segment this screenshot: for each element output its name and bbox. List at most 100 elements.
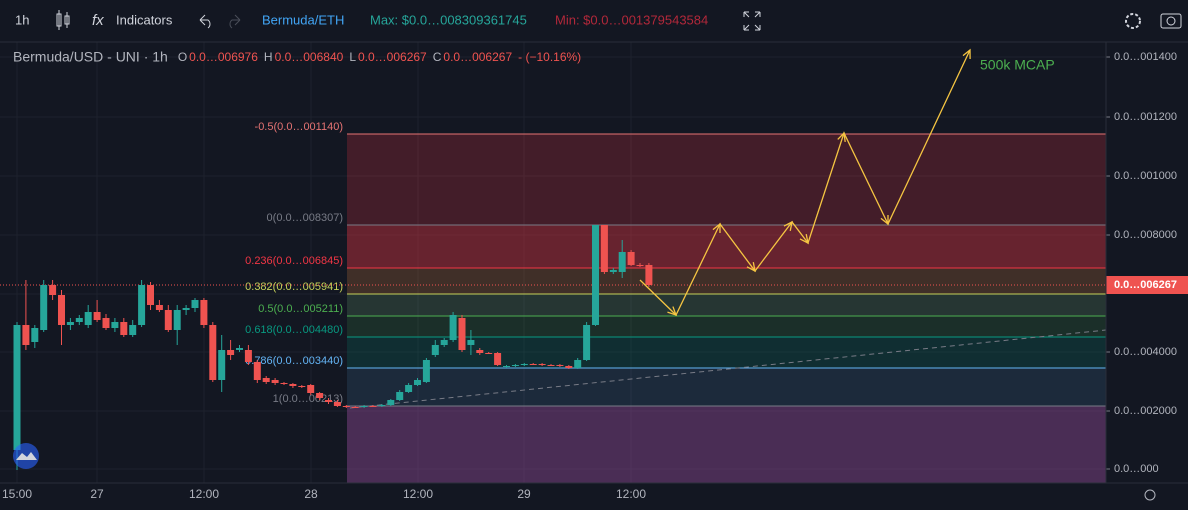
candle-body [111, 322, 119, 328]
candle-body [218, 350, 226, 380]
candle-body [645, 265, 653, 285]
fib-zone [347, 268, 1106, 294]
candle-body [494, 353, 502, 365]
interval[interactable]: 1h [15, 12, 29, 27]
logo[interactable] [13, 443, 39, 469]
legend-item: L [349, 50, 356, 64]
redo[interactable] [229, 14, 241, 29]
candle-body [262, 378, 270, 382]
candle-body [66, 322, 74, 325]
legend: Bermuda/USD - UNI · 1h O 0.0…006976 H 0.0…00… [13, 49, 581, 65]
indicators-button[interactable]: Indicators [116, 12, 173, 27]
legend-item: 0.0…006267 [358, 50, 427, 64]
arrow-head [837, 131, 846, 143]
candle-body [236, 348, 243, 350]
candle-body [520, 364, 528, 365]
arrow-head [799, 234, 809, 245]
arrow-head [667, 306, 678, 317]
candle-body [307, 385, 315, 393]
fib-label: 0.236(0.0…006845) [245, 255, 343, 267]
legend-item: 0.0…006267 [443, 50, 512, 64]
candle-body [325, 400, 332, 402]
max-price: Max: $0.0…008309361745 [370, 12, 527, 27]
candle-body [405, 385, 413, 392]
fib-label: 0.618(0.0…004480) [245, 324, 343, 336]
candle-body [378, 405, 386, 406]
price-label: 0.0…000 [1114, 463, 1159, 475]
snapshot[interactable] [1160, 13, 1182, 29]
candle-body [351, 407, 359, 408]
price-label: 0.0…001000 [1114, 170, 1177, 182]
candle-body [316, 393, 324, 398]
candle-body [227, 350, 235, 355]
legend-item: Bermuda/USD - UNI · 1h [13, 49, 168, 65]
legend-item: H [264, 50, 273, 64]
annotation: 500k MCAP [980, 57, 1055, 73]
current-price-box [1106, 276, 1188, 294]
fib-label: 0(0.0…008307) [267, 212, 343, 224]
time-label: 15:00 [2, 487, 32, 501]
candle-body [547, 365, 555, 366]
fib-zone [347, 225, 1106, 268]
candle-body [565, 366, 573, 368]
price-label: 0.0…002000 [1114, 405, 1177, 417]
candle-body [49, 285, 57, 295]
axis-settings[interactable] [1144, 489, 1156, 501]
candle-body [414, 380, 421, 385]
arrow-head [962, 48, 971, 60]
candle-body [120, 322, 128, 335]
candle-body [31, 328, 39, 342]
candle-body [600, 225, 608, 272]
candle-body [209, 325, 217, 380]
time-label: 12:00 [616, 487, 646, 501]
fib-label: -0.5(0.0…001140) [255, 121, 343, 133]
fullscreen[interactable] [743, 11, 761, 31]
current-price-label: 0.0…006267 [1114, 279, 1177, 291]
candle-body [102, 318, 110, 328]
fib-label: 0.786(0.0…003440) [245, 355, 343, 367]
chart-type-icon[interactable] [56, 10, 70, 30]
symbol: Bermuda/ETH [262, 12, 344, 27]
candle-body [22, 325, 30, 345]
fib-label: 0.382(0.0…005941) [245, 281, 343, 293]
legend-item: 0.0…006976 [189, 50, 258, 64]
arrow-head [746, 262, 756, 273]
candle-body [75, 318, 83, 322]
fib-zone [347, 294, 1106, 316]
legend-item: O [178, 50, 187, 64]
candle-body [129, 325, 137, 335]
candle-body [458, 318, 466, 350]
trend-line [349, 329, 1107, 409]
logo-mark [16, 452, 37, 460]
candle-body [333, 402, 341, 406]
candle-body [396, 392, 404, 400]
candle-body [511, 365, 519, 366]
undo[interactable] [199, 14, 211, 29]
candle-body [627, 252, 635, 265]
fib-label: 1(0.0…00213) [273, 393, 343, 405]
candle-body [609, 270, 617, 272]
time-label: 29 [517, 487, 531, 501]
settings[interactable] [1125, 13, 1141, 29]
candle-body [271, 380, 279, 383]
fib-zone [347, 134, 1106, 225]
candle-body [503, 366, 510, 367]
time-label: 28 [304, 487, 318, 501]
fib-zone [347, 406, 1106, 483]
candle-body [583, 325, 591, 360]
candle-body [147, 285, 154, 305]
candle-body [556, 365, 564, 366]
candle-body [40, 285, 48, 330]
candle-body [13, 325, 21, 450]
candle-body [360, 406, 368, 407]
candle-body [58, 295, 65, 325]
candle-body [155, 305, 163, 310]
time-label: 12:00 [189, 487, 219, 501]
candle-body [298, 386, 306, 387]
price-label: 0.0…008000 [1114, 229, 1177, 241]
time-label: 12:00 [403, 487, 433, 501]
price-label: 0.0…001200 [1114, 111, 1177, 123]
fx-icon: fx [92, 12, 104, 29]
candle-body [182, 308, 190, 310]
